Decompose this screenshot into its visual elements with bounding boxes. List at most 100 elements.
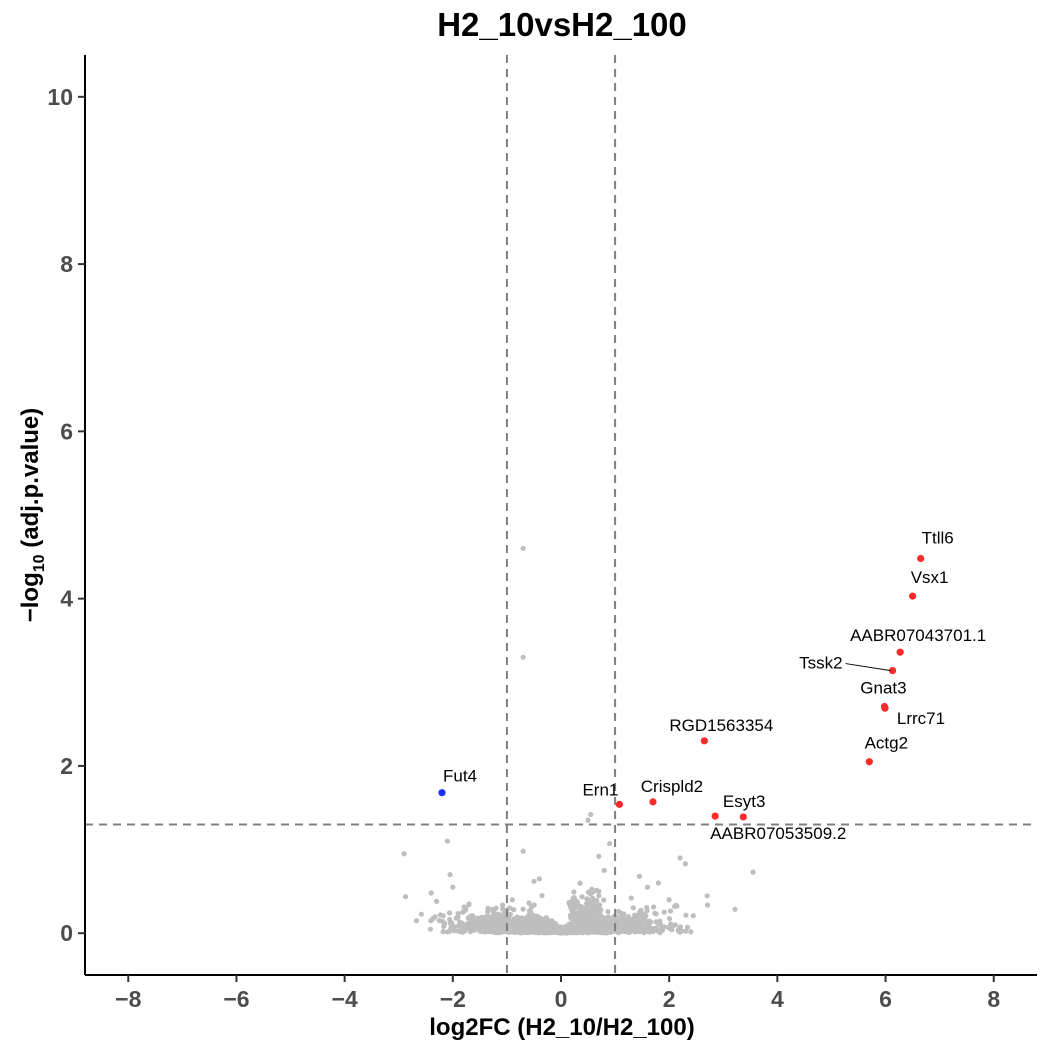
data-point-tssk2[interactable]: [888, 666, 897, 675]
data-point-nonsignificant: [441, 923, 447, 930]
data-point-nonsignificant: [526, 900, 532, 906]
data-point-nonsignificant: [577, 880, 583, 886]
data-point-nonsignificant: [544, 919, 550, 925]
gene-label-ern1: Ern1: [582, 780, 618, 799]
gene-label-fut4: Fut4: [443, 767, 477, 786]
data-point-nonsignificant: [650, 928, 656, 935]
data-point-esyt3[interactable]: [711, 812, 719, 820]
data-point-nonsignificant: [584, 896, 590, 902]
data-point-nonsignificant: [704, 893, 710, 899]
data-point-nonsignificant: [477, 928, 483, 934]
data-point-nonsignificant: [578, 910, 584, 916]
gene-label-rgd1563354: RGD1563354: [669, 716, 773, 735]
data-point-nonsignificant: [643, 913, 649, 919]
data-point-nonsignificant: [574, 930, 580, 936]
data-point-nonsignificant: [485, 928, 491, 934]
data-point-nonsignificant: [472, 927, 478, 933]
data-point-nonsignificant: [582, 925, 588, 931]
data-point-nonsignificant: [499, 917, 505, 923]
data-point-ttll6[interactable]: [917, 554, 925, 563]
data-point-nonsignificant: [433, 898, 440, 905]
data-point-nonsignificant: [475, 915, 481, 921]
data-point-nonsignificant: [601, 867, 607, 874]
data-point-nonsignificant: [467, 929, 473, 935]
data-point-nonsignificant: [630, 905, 636, 911]
y-tick-label: 4: [60, 586, 73, 612]
chart-title: H2_10vsH2_100: [437, 6, 687, 43]
data-point-nonsignificant: [677, 924, 684, 930]
data-point-nonsignificant: [655, 920, 661, 927]
data-point-vsx1[interactable]: [908, 592, 917, 600]
data-point-nonsignificant: [413, 918, 420, 924]
data-point-nonsignificant: [665, 924, 671, 930]
data-point-nonsignificant: [585, 908, 591, 914]
x-tick-label: 0: [555, 986, 568, 1012]
data-point-nonsignificant: [511, 907, 517, 913]
data-point-nonsignificant: [666, 916, 673, 922]
data-point-nonsignificant: [402, 894, 409, 900]
gene-label-ttll6: Ttll6: [922, 528, 954, 547]
data-point-lrrc71[interactable]: [881, 704, 889, 712]
data-point-nonsignificant: [615, 926, 621, 933]
data-point-nonsignificant: [468, 922, 474, 928]
y-tick-label: 0: [60, 920, 73, 946]
data-point-crispld2[interactable]: [649, 798, 657, 806]
data-point-actg2[interactable]: [865, 758, 873, 766]
y-tick-label: 2: [60, 753, 73, 779]
data-point-nonsignificant: [520, 848, 526, 854]
data-point-aabr07043701-1[interactable]: [896, 648, 904, 656]
data-point-nonsignificant: [619, 921, 625, 928]
data-point-nonsignificant: [684, 924, 691, 930]
x-tick-label: 2: [663, 986, 676, 1012]
data-point-nonsignificant: [439, 918, 445, 924]
data-point-nonsignificant: [427, 926, 433, 932]
data-point-ern1[interactable]: [615, 800, 624, 808]
data-point-nonsignificant: [655, 880, 661, 886]
data-point-nonsignificant: [536, 876, 542, 882]
data-point-nonsignificant: [567, 901, 573, 908]
data-point-nonsignificant: [591, 927, 597, 933]
gene-label-lrrc71: Lrrc71: [897, 709, 945, 728]
gene-label-crispld2: Crispld2: [641, 777, 703, 796]
data-point-aabr07053509-2[interactable]: [739, 813, 747, 821]
data-point-fut4[interactable]: [438, 789, 446, 797]
data-point-nonsignificant: [644, 904, 650, 911]
data-point-nonsignificant: [671, 903, 678, 910]
data-point-nonsignificant: [596, 922, 602, 928]
data-point-nonsignificant: [589, 912, 595, 919]
x-tick-label: −6: [223, 986, 249, 1012]
data-point-nonsignificant: [548, 919, 555, 925]
data-point-nonsignificant: [571, 906, 577, 913]
data-point-nonsignificant: [500, 902, 506, 908]
data-point-nonsignificant: [527, 913, 533, 919]
data-point-nonsignificant: [455, 911, 461, 917]
data-point-nonsignificant: [644, 884, 651, 890]
data-point-nonsignificant: [666, 897, 672, 903]
data-point-rgd1563354[interactable]: [700, 737, 708, 745]
data-point-nonsignificant: [622, 925, 628, 931]
data-point-nonsignificant: [606, 927, 612, 933]
data-point-nonsignificant: [527, 909, 533, 915]
data-point-nonsignificant: [510, 919, 516, 925]
data-point-nonsignificant: [509, 897, 515, 903]
data-point-nonsignificant: [599, 919, 605, 925]
data-point-nonsignificant: [677, 929, 683, 935]
data-point-nonsignificant: [507, 905, 513, 911]
data-point-nonsignificant: [732, 906, 738, 912]
data-point-nonsignificant: [498, 924, 504, 931]
data-point-nonsignificant: [591, 903, 597, 909]
data-point-nonsignificant: [520, 906, 526, 912]
data-point-nonsignificant: [636, 920, 642, 927]
data-point-nonsignificant: [527, 922, 533, 929]
x-tick-label: 6: [879, 986, 892, 1012]
data-point-nonsignificant: [500, 906, 506, 912]
data-point-nonsignificant: [659, 924, 665, 931]
data-point-nonsignificant: [482, 923, 489, 929]
data-point-nonsignificant: [683, 928, 689, 934]
data-point-nonsignificant: [573, 914, 579, 920]
data-point-nonsignificant: [605, 909, 611, 915]
data-point-nonsignificant: [599, 928, 605, 934]
data-point-nonsignificant: [564, 926, 570, 933]
data-point-nonsignificant: [645, 924, 651, 930]
data-point-nonsignificant: [493, 916, 499, 922]
